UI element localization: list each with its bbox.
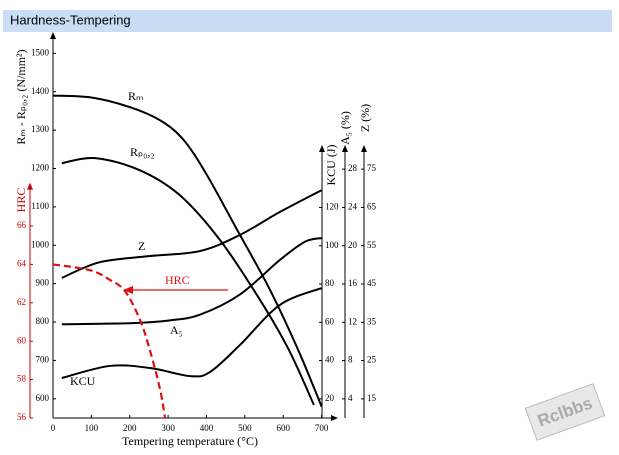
watermark-box — [524, 383, 606, 441]
series-label: Z — [138, 239, 145, 253]
z-tick-label: 75 — [367, 163, 377, 173]
a5-axis-title: A₅ (%) — [338, 111, 352, 145]
a5-tick-label: 24 — [348, 201, 358, 211]
y-tick-label: 1400 — [31, 86, 50, 96]
x-tick-label: 300 — [161, 423, 175, 433]
series-line — [52, 263, 167, 419]
x-tick-label: 700 — [315, 423, 329, 433]
axis-arrow — [27, 182, 33, 190]
z-tick-label: 25 — [367, 355, 377, 365]
x-tick-label: 200 — [123, 423, 137, 433]
z-tick-label: 45 — [367, 278, 377, 288]
x-tick-label: 400 — [200, 423, 214, 433]
kcu-tick-label: 100 — [325, 240, 339, 250]
x-tick-label: 0 — [51, 423, 56, 433]
series-line — [61, 237, 322, 326]
z-tick-label: 55 — [367, 240, 377, 250]
series-line — [61, 287, 322, 379]
axis-arrow — [342, 145, 348, 152]
hrc-tick-label: 62 — [17, 297, 26, 307]
z-tick-label: 35 — [367, 316, 377, 326]
series-label: Rₘ — [128, 89, 143, 103]
z-axis-title: Z (%) — [358, 104, 372, 132]
y-tick-label: 900 — [36, 278, 50, 288]
y-tick-label: 1500 — [31, 47, 50, 57]
series-label: A₅ — [170, 323, 183, 337]
y-tick-label: 1300 — [31, 124, 50, 134]
x-axis-title: Tempering temperature (°C) — [122, 434, 258, 448]
hrc-tick-label: 58 — [17, 374, 27, 384]
kcu-tick-label: 80 — [325, 278, 335, 288]
a5-tick-label: 16 — [348, 278, 358, 288]
y-tick-label: 1200 — [31, 163, 50, 173]
header-bar — [3, 10, 612, 32]
y-tick-label: 700 — [36, 354, 50, 364]
hrc-tick-label: 60 — [17, 335, 27, 345]
y-axis-title: Rₘ - Rₚ₀,₂ (N/mm²) — [14, 49, 28, 144]
series-line — [61, 156, 315, 406]
x-tick-label: 100 — [85, 423, 99, 433]
y-tick-label: 1000 — [31, 239, 50, 249]
watermark: Rclbbs — [524, 383, 606, 441]
z-tick-label: 15 — [367, 393, 377, 403]
x-tick-label: 500 — [238, 423, 252, 433]
kcu-tick-label: 40 — [325, 355, 335, 365]
annotation-arrowhead — [123, 286, 133, 294]
a5-tick-label: 8 — [348, 355, 353, 365]
hrc-tick-label: 66 — [17, 220, 27, 230]
kcu-axis-title: KCU (J) — [324, 144, 338, 185]
axis-arrow — [331, 415, 338, 421]
kcu-tick-label: 20 — [325, 393, 335, 403]
x-tick-label: 600 — [276, 423, 290, 433]
a5-tick-label: 28 — [348, 163, 358, 173]
y-tick-label: 800 — [36, 316, 50, 326]
series-label: KCU — [70, 374, 96, 388]
chart-title: Hardness-Tempering — [10, 12, 131, 27]
y-tick-label: 1100 — [31, 201, 49, 211]
kcu-tick-label: 60 — [325, 316, 335, 326]
axis-arrow — [361, 145, 367, 152]
a5-tick-label: 4 — [348, 393, 353, 403]
kcu-tick-label: 120 — [325, 201, 339, 211]
hrc-tick-label: 64 — [17, 258, 27, 268]
z-tick-label: 65 — [367, 201, 377, 211]
hrc-axis-title: HRC — [14, 188, 28, 213]
series-label: HRC — [165, 273, 190, 287]
series-label: Rₚ₀,₂ — [130, 145, 155, 159]
y-tick-label: 600 — [36, 393, 50, 403]
axis-arrow — [50, 32, 56, 39]
axis-arrow — [319, 145, 325, 152]
series-line — [52, 94, 323, 407]
a5-tick-label: 20 — [348, 240, 358, 250]
series-line — [61, 189, 323, 279]
a5-tick-label: 12 — [348, 316, 357, 326]
hrc-tick-label: 56 — [17, 412, 27, 422]
